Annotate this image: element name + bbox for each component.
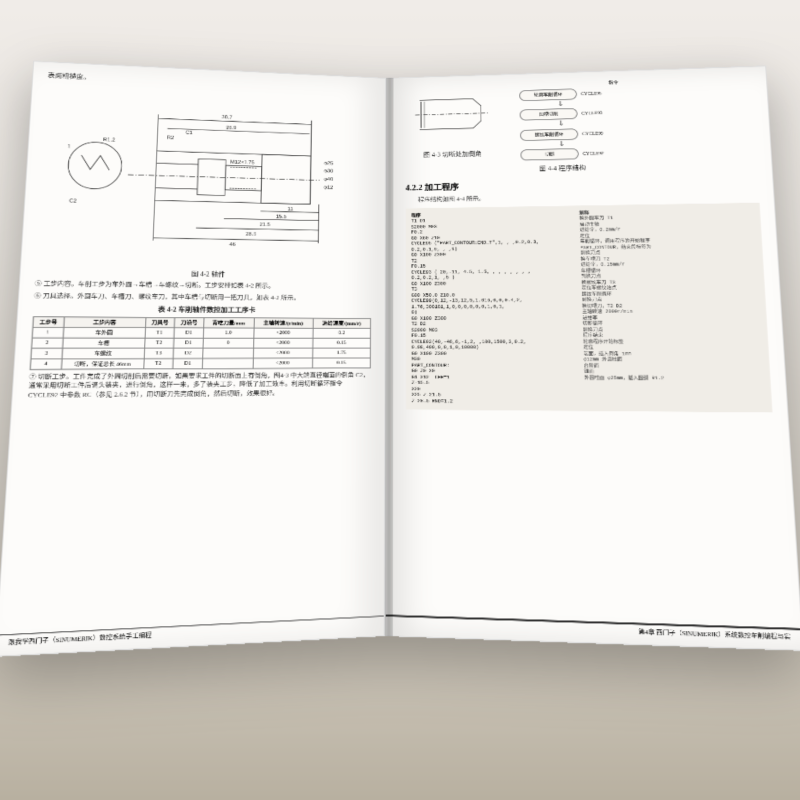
flow-cycle-label: CYCLE95 xyxy=(581,92,602,97)
svg-text:21.5: 21.5 xyxy=(260,222,271,228)
table-header: 工步内容 xyxy=(63,317,145,328)
table-row: 4切断，保证总长 46mmT2D1<20000.15 xyxy=(30,358,370,369)
flowchart: 指令 轮廓车削循环CYCLE95⇓凹槽切削CYCLE93⇓螺纹车削循环CYCLE… xyxy=(503,80,622,177)
table-row: 2车槽T2D10<20000.15 xyxy=(31,337,370,348)
fig-4-2-label: 图 4-2 轴件 xyxy=(35,268,371,281)
svg-text:11: 11 xyxy=(288,207,294,213)
flow-cycle-label: CYCLE93 xyxy=(581,112,602,117)
svg-text:15.5: 15.5 xyxy=(276,214,287,220)
para-7: ⑦ 切断工步。工件完成了外圆切削后需要切断，如果要求工件的切断面上有倒角，图4-… xyxy=(28,371,371,401)
svg-text:φ12: φ12 xyxy=(324,185,333,191)
nc-program: 程序T1 D1S2000 M03F0.2G0 X60 Z10CYCLE95 ("… xyxy=(405,203,772,413)
flow-node: 切断 xyxy=(520,148,578,160)
table-header: 刀具号 xyxy=(145,317,175,327)
flow-node: 螺纹车削循环 xyxy=(520,128,578,141)
svg-text:φ25: φ25 xyxy=(324,161,333,167)
right-footer: 第4章 西门子（SINUMERIK）系统数控车削编程与实 xyxy=(386,615,800,644)
svg-text:φ40: φ40 xyxy=(324,177,333,183)
para-6: ⑥ 刀具选择。外圆车刀、车槽刀、螺纹车刀，其中车槽与切断用一把刀具，如表 4-2… xyxy=(34,292,371,304)
left-page: 表面粗糙度。 xyxy=(0,61,386,657)
fig-4-3-diagram: 图 4-3 切断处加倒角 xyxy=(405,83,500,162)
svg-text:36.9: 36.9 xyxy=(226,126,237,132)
table-header: 背吃刀量/mm xyxy=(203,317,253,327)
table-header: 主轴转速/(r/min) xyxy=(253,317,312,327)
right-page: 图 4-3 切断处加倒角 指令 轮廓车削循环CYCLE95⇓凹槽切削CYCLE9… xyxy=(384,66,800,651)
svg-text:C2: C2 xyxy=(69,199,77,205)
table-row: 1车外圆T1D11.0<20000.2 xyxy=(32,327,370,338)
technical-drawing: 38.7 36.9 46 28.5 21.5 15.5 11 φ40 φ30 φ… xyxy=(36,83,372,268)
svg-text:R1.2: R1.2 xyxy=(103,137,115,143)
svg-text:M12×1.75: M12×1.75 xyxy=(230,159,254,165)
svg-text:R2: R2 xyxy=(167,135,174,141)
open-book: 表面粗糙度。 xyxy=(13,78,788,636)
code-line: Z-28.5 RND=1.2 xyxy=(411,399,584,406)
flow-node: 凹槽切削 xyxy=(520,108,578,121)
svg-text:φ30: φ30 xyxy=(324,169,333,175)
svg-text:C1: C1 xyxy=(185,130,192,136)
flow-cycle-label: CYCLE99 xyxy=(582,132,603,137)
table-header: 刀沿号 xyxy=(174,317,203,327)
svg-text:46: 46 xyxy=(229,242,235,248)
flow-cycle-label: CYCLE92 xyxy=(583,152,604,157)
svg-text:1: 1 xyxy=(67,144,71,150)
right-top-figures: 图 4-3 切断处加倒角 指令 轮廓车削循环CYCLE95⇓凹槽切削CYCLE9… xyxy=(405,76,757,179)
table-4-2-title: 表 4-2 车削轴件数控加工工序卡 xyxy=(33,304,371,315)
para-5: ⑤ 工步内容。车削工步为车外圆→车槽→车螺纹→切断。工步安排如表 4-2 所示。 xyxy=(35,280,372,292)
table-header: 工步号 xyxy=(33,316,64,327)
flow-node: 轮廓车削循环 xyxy=(519,89,577,102)
code-comment: 外圆柱面 φ25mm，插入圆弧 R1.2 xyxy=(584,375,764,382)
svg-text:28.5: 28.5 xyxy=(246,232,257,238)
left-footer: 跟我学西门子（SINUMERIK）数控系统手工编程 xyxy=(0,616,384,650)
svg-text:38.7: 38.7 xyxy=(222,115,233,121)
process-table: 工步号工步内容刀具号刀沿号背吃刀量/mm主轴转速/(r/min)进给速度/(mm… xyxy=(30,316,371,370)
book-spine xyxy=(384,78,393,636)
table-header: 进给速度/(mm/r) xyxy=(313,318,371,328)
